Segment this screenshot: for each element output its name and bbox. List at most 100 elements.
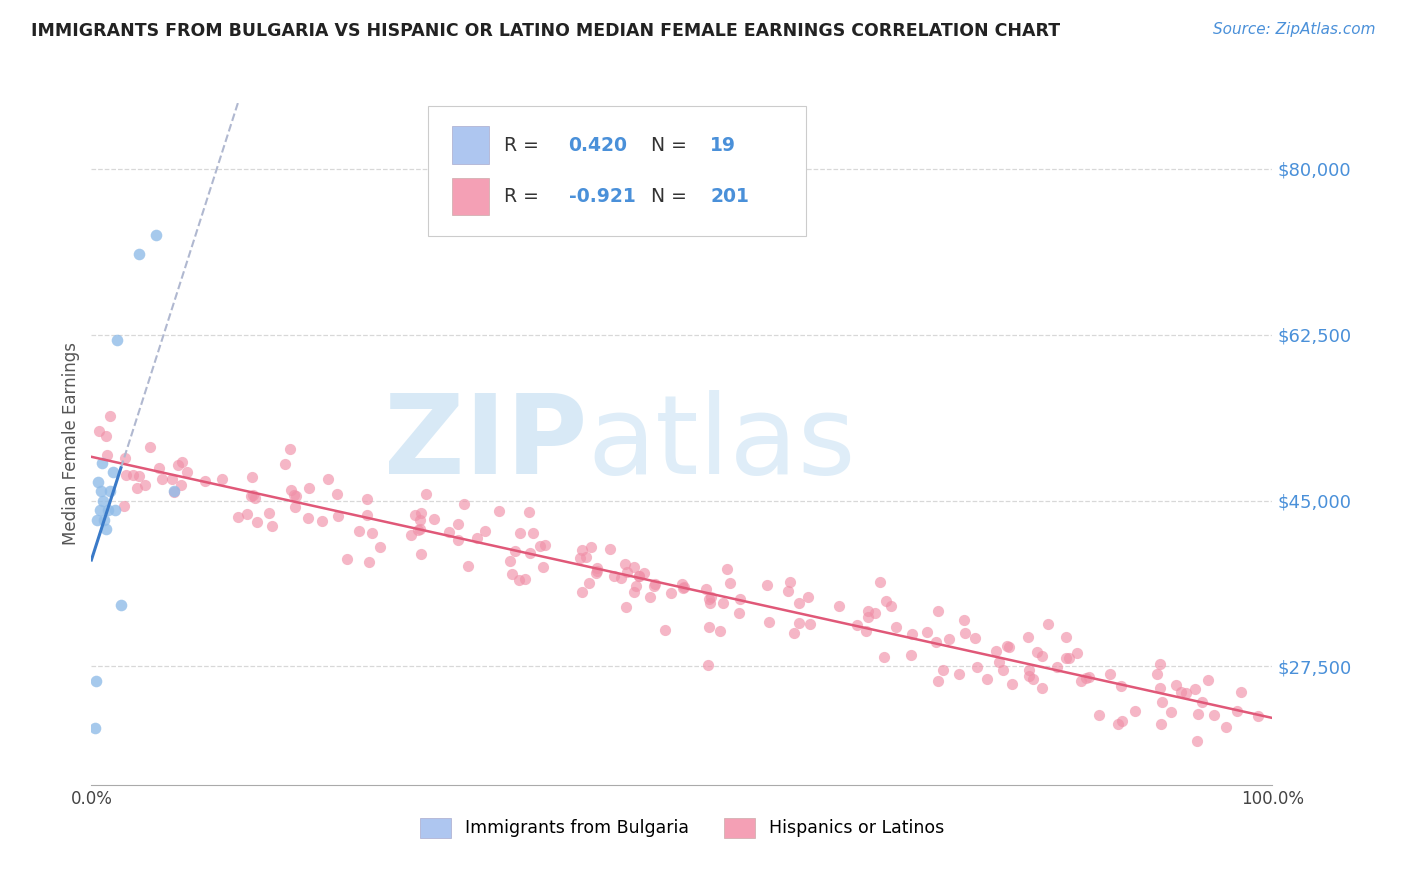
Point: [328, 508, 350, 523]
Point: [101, 465, 124, 479]
Point: [104, 503, 127, 517]
Point: [624, 579, 647, 593]
Point: [1187, 707, 1209, 722]
Point: [673, 580, 696, 594]
Point: [610, 571, 633, 585]
Text: R =: R =: [503, 187, 544, 206]
Point: [409, 522, 432, 536]
Text: -0.921: -0.921: [568, 187, 636, 206]
Point: [586, 564, 609, 578]
Point: [863, 606, 886, 620]
Point: [474, 524, 496, 538]
Point: [349, 524, 371, 538]
Point: [423, 512, 446, 526]
Point: [406, 523, 429, 537]
Point: [84, 673, 107, 688]
Point: [336, 552, 359, 566]
Point: [499, 554, 522, 568]
Point: [623, 560, 645, 574]
Point: [1074, 671, 1097, 685]
Point: [211, 472, 233, 486]
Point: [709, 624, 731, 638]
Point: [643, 579, 665, 593]
Point: [240, 469, 263, 483]
Point: [509, 526, 531, 541]
Point: [716, 562, 738, 576]
Text: IMMIGRANTS FROM BULGARIA VS HISPANIC OR LATINO MEDIAN FEMALE EARNINGS CORRELATIO: IMMIGRANTS FROM BULGARIA VS HISPANIC OR …: [31, 22, 1060, 40]
Legend: Immigrants from Bulgaria, Hispanics or Latinos: Immigrants from Bulgaria, Hispanics or L…: [413, 811, 950, 845]
Text: 0.420: 0.420: [568, 136, 627, 154]
Text: ZIP: ZIP: [384, 391, 588, 497]
Point: [672, 581, 695, 595]
Point: [243, 491, 266, 505]
Point: [170, 455, 193, 469]
Point: [880, 599, 903, 614]
Point: [114, 451, 136, 466]
Point: [869, 575, 891, 590]
Point: [517, 505, 540, 519]
Point: [160, 472, 183, 486]
Point: [297, 511, 319, 525]
Point: [89, 503, 111, 517]
Point: [236, 507, 259, 521]
Point: [1204, 708, 1226, 723]
Point: [585, 560, 607, 574]
Point: [167, 458, 190, 472]
Point: [938, 632, 960, 647]
Point: [311, 514, 333, 528]
Point: [228, 510, 250, 524]
Point: [128, 469, 150, 483]
Point: [700, 591, 723, 605]
Point: [239, 489, 262, 503]
Point: [356, 508, 378, 523]
Point: [659, 586, 682, 600]
FancyBboxPatch shape: [427, 106, 806, 235]
Point: [115, 468, 138, 483]
FancyBboxPatch shape: [451, 127, 489, 164]
Text: N =: N =: [651, 136, 693, 154]
Point: [194, 474, 217, 488]
Point: [84, 721, 107, 735]
Point: [602, 568, 624, 582]
Point: [280, 483, 302, 497]
Point: [627, 569, 650, 583]
Point: [727, 606, 749, 620]
Point: [1001, 677, 1024, 691]
Point: [284, 490, 307, 504]
Point: [797, 590, 820, 604]
Point: [533, 538, 555, 552]
Point: [1149, 681, 1171, 695]
Point: [437, 524, 460, 539]
Point: [575, 550, 598, 565]
Point: [86, 512, 108, 526]
Point: [1018, 668, 1040, 682]
Point: [927, 604, 949, 618]
Point: [1111, 714, 1133, 728]
Point: [578, 576, 600, 591]
Point: [856, 610, 879, 624]
Point: [966, 660, 988, 674]
Point: [1197, 673, 1219, 688]
Point: [569, 551, 592, 566]
Point: [1017, 631, 1039, 645]
Point: [134, 478, 156, 492]
Point: [875, 594, 897, 608]
Point: [87, 424, 110, 438]
Point: [262, 519, 284, 533]
Point: [599, 542, 621, 557]
Point: [94, 429, 117, 443]
Point: [105, 333, 128, 347]
Point: [1018, 663, 1040, 677]
Point: [915, 625, 938, 640]
Point: [415, 486, 437, 500]
Point: [998, 640, 1021, 655]
Point: [585, 566, 607, 581]
Point: [283, 488, 305, 502]
Point: [776, 584, 799, 599]
Point: [1031, 649, 1053, 664]
Point: [728, 591, 751, 606]
Point: [519, 546, 541, 560]
Point: [828, 599, 851, 613]
Point: [1046, 660, 1069, 674]
Point: [368, 540, 391, 554]
